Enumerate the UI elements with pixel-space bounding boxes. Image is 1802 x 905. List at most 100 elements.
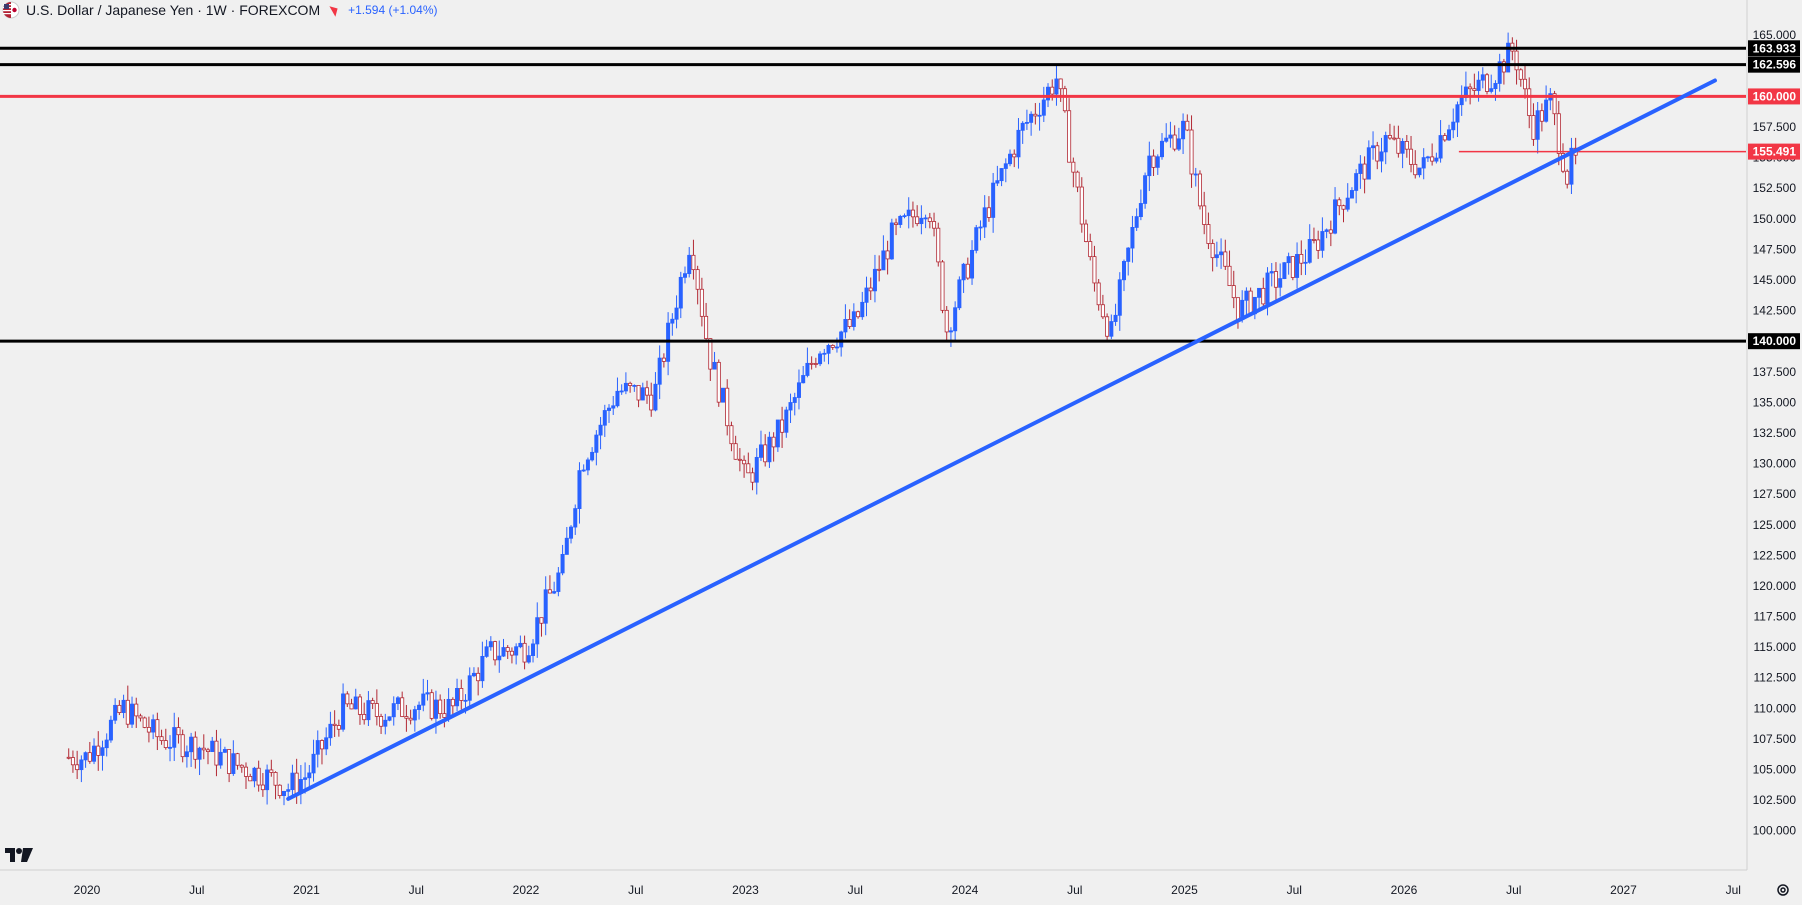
candle-body [332,723,337,726]
settings-gear-icon[interactable] [1775,882,1791,898]
candle-body [940,261,945,311]
candle-body [746,463,751,474]
time-axis[interactable]: 2020 Jul 2021 Jul 2022 Jul 2023 Jul 2024 Jul 2025 J… [0,869,1747,897]
y-tick-label: 100.000 [1753,824,1797,838]
candle-body [1396,137,1401,154]
candle-body [1531,115,1536,140]
candle-body [881,250,886,271]
candle-body [493,641,498,661]
x-tick-label: 2027 [1610,883,1637,897]
candle-body [214,740,219,766]
symbol-title[interactable]: U.S. Dollar / Japanese Yen · 1W · FOREXC… [26,2,321,18]
candle-body [898,215,903,225]
candle-body [552,591,557,594]
candle-body [1164,137,1169,142]
candle-body [1130,227,1135,249]
candle-body [1299,254,1304,264]
tradingview-logo-icon[interactable] [5,847,33,863]
x-tick-label: Jul [1506,883,1521,897]
candle-body [948,330,953,333]
candle-body [379,716,384,727]
candle-body [1185,120,1190,131]
candle-body [1235,297,1240,320]
candle-body [856,311,861,318]
candle-body [218,751,223,766]
candle-body [602,410,607,426]
candle-body [404,716,409,719]
candle-body [902,215,907,218]
candle-body [370,700,375,704]
candle-body [754,456,759,483]
candle-body [1387,135,1392,139]
candle-body [467,675,472,701]
candle-body [501,647,506,657]
level-price-tag[interactable] [1748,333,1800,350]
candle-body [248,775,253,782]
candle-body [623,382,628,392]
candle-body [712,361,717,370]
candle-body [433,699,438,719]
candle-body [894,222,899,225]
candle-body [1105,316,1110,337]
candle-body [459,688,464,701]
level-price-tag[interactable] [1748,40,1800,57]
candle-body [518,642,523,648]
candle-body [1282,262,1287,280]
candle-body [1430,156,1435,162]
candle-body [1050,86,1055,95]
candle-body [1345,197,1350,210]
candle-body [155,719,160,738]
candle-body [809,362,814,365]
candle-body [1008,153,1013,165]
candle-body [661,357,666,362]
candle-body [1181,120,1186,140]
price-axis[interactable]: 165.000162.500160.000157.500155.000152.5… [1746,0,1800,870]
candle-body [1054,78,1059,95]
candle-body [573,508,578,528]
candle-body [1311,239,1316,241]
y-tick-label: 115.000 [1754,640,1797,654]
candle-body [1248,290,1253,315]
level-price-tag[interactable] [1748,56,1800,73]
level-price-tag[interactable] [1748,143,1800,160]
candle-body [1062,88,1067,112]
candle-body [839,331,844,348]
candle-body [484,646,489,657]
candle-body [1168,134,1173,139]
candle-body [412,709,417,721]
candle-body [830,345,835,348]
level-price-tag[interactable] [1748,88,1800,105]
candle-body [1206,224,1211,244]
candle-body [860,301,865,318]
candle-body [269,769,274,773]
candle-body [1003,163,1008,169]
candle-body [1024,122,1029,124]
candle-body [864,287,869,303]
candle-body [919,217,924,225]
candle-body [970,249,975,279]
candle-body [1501,61,1506,73]
candle-body [87,752,92,762]
candle-body [788,402,793,411]
candle-body [265,769,270,791]
candle-body [1159,140,1164,158]
x-tick-label: Jul [1726,883,1741,897]
x-tick-label: 2021 [293,883,320,897]
candle-body [716,361,721,403]
trendline[interactable] [286,78,1717,801]
candle-body [307,772,312,779]
candle-body [674,307,679,320]
candle-body [463,699,468,702]
candle-body [1172,134,1177,150]
candle-body [70,757,75,766]
y-tick-label: 157.500 [1753,120,1797,134]
candle-body [792,397,797,403]
candle-body [256,767,261,786]
candle-body [1143,175,1148,204]
candle-body [142,717,147,728]
horizontal-levels [0,46,1746,343]
candle-body [1565,170,1570,185]
x-tick-label: 2024 [952,883,979,897]
